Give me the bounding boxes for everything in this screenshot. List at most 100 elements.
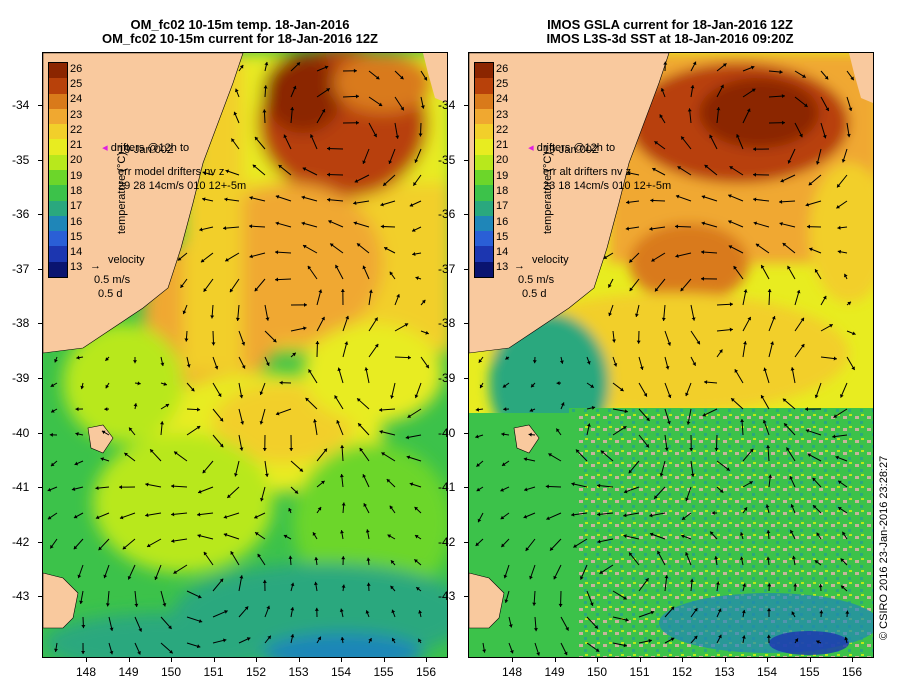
- current-vector-head: [597, 512, 601, 517]
- current-vector-head: [824, 75, 829, 80]
- current-vector-head: [339, 474, 344, 478]
- current-vector-head: [76, 355, 80, 360]
- current-vector-head: [355, 120, 359, 125]
- current-vector-head: [365, 610, 370, 614]
- colorbar-swatch: [49, 185, 67, 201]
- current-vector-head: [223, 226, 227, 231]
- latitude-tick-label: -35: [438, 152, 456, 167]
- current-vector-head: [808, 181, 813, 186]
- current-vector-head: [661, 317, 666, 321]
- current-vector-head: [597, 539, 601, 544]
- current-vector-head: [105, 603, 110, 607]
- current-vector-head: [362, 160, 367, 164]
- current-vector-head: [650, 610, 655, 615]
- current-vector-head: [786, 447, 790, 452]
- current-vector-head: [252, 164, 257, 169]
- colorbar-tick-label: 13: [496, 261, 509, 274]
- current-vector-head: [814, 560, 819, 564]
- current-vector-head: [105, 384, 110, 389]
- current-vector-head: [805, 202, 810, 207]
- current-vector-head: [81, 650, 86, 654]
- current-vector-head: [288, 508, 292, 512]
- longitude-tick-mark: [171, 657, 172, 662]
- right-title-line1: IMOS GSLA current for 18-Jan-2016 12Z: [547, 17, 793, 32]
- colorbar-tick-label: 13: [70, 261, 83, 274]
- current-vector-head: [675, 194, 680, 199]
- current-vector-head: [395, 135, 400, 139]
- colorbar-swatch: [475, 185, 493, 201]
- current-vector-head: [103, 574, 108, 579]
- current-vector-head: [265, 362, 270, 366]
- colorbar-tick-label: 20: [496, 154, 509, 167]
- colorbar-tick-label: 14: [70, 246, 83, 259]
- current-vector-head: [418, 638, 422, 643]
- current-vector-head: [210, 315, 215, 319]
- current-vector-head: [219, 417, 224, 422]
- longitude-tick-mark: [597, 657, 598, 662]
- left-err-values: 29 28 14cm/s 010 12+-5m: [118, 180, 247, 192]
- current-vector-head: [223, 514, 228, 519]
- current-vector-head: [770, 341, 775, 345]
- current-vector-head: [625, 226, 630, 231]
- current-vector-head: [768, 474, 773, 478]
- current-vector-head: [753, 197, 757, 202]
- current-vector-head: [379, 407, 383, 412]
- left-title-line1: OM_fc02 10-15m temp. 18-Jan-2016: [130, 17, 350, 32]
- current-vector-head: [75, 407, 79, 412]
- current-vector-head: [341, 584, 346, 588]
- current-vector-head: [648, 638, 652, 643]
- colorbar-tick-label: 18: [496, 184, 509, 197]
- current-vector-head: [391, 609, 396, 614]
- current-vector-head: [202, 469, 207, 474]
- current-vector-head: [597, 483, 601, 488]
- current-vector-head: [368, 638, 372, 642]
- colorbar-swatch: [475, 78, 493, 94]
- current-vector-head: [262, 109, 267, 113]
- current-vector-head: [80, 385, 85, 390]
- right-velocity-label: velocity: [532, 254, 569, 266]
- current-vector-head: [501, 432, 505, 437]
- longitude-tick-label: 152: [246, 665, 267, 679]
- colorbar-tick-label: 15: [496, 230, 509, 243]
- latitude-tick-label: -40: [438, 425, 456, 440]
- current-vector-head: [613, 362, 618, 367]
- current-vector-head: [321, 316, 325, 321]
- colorbar-tick-label: 21: [70, 139, 83, 152]
- current-vector-head: [255, 532, 259, 536]
- current-vector-head: [529, 408, 534, 412]
- current-vector-head: [239, 575, 244, 579]
- current-vector-head: [363, 503, 368, 507]
- current-vector-head: [763, 367, 768, 372]
- current-vector-head: [198, 619, 203, 623]
- current-vector-head: [523, 457, 528, 462]
- right-drifters-label: ◂ drifters @12h to: [528, 142, 616, 154]
- current-vector-head: [850, 76, 854, 81]
- current-vector-head: [711, 510, 715, 515]
- current-vector-head: [109, 650, 114, 655]
- current-vector-head: [154, 576, 159, 580]
- current-vector-head: [693, 635, 698, 640]
- longitude-tick-mark: [426, 657, 427, 662]
- current-vector-head: [145, 513, 149, 518]
- longitude-tick-label: 150: [161, 665, 182, 679]
- current-vector-head: [414, 559, 418, 563]
- current-vector-head: [380, 202, 384, 207]
- current-vector-head: [654, 287, 659, 292]
- current-vector-head: [816, 532, 821, 537]
- current-vector-head: [766, 445, 771, 449]
- current-vector-head: [275, 250, 279, 255]
- current-vector-head: [670, 606, 675, 611]
- current-vector-head: [171, 484, 175, 489]
- longitude-tick-mark: [852, 657, 853, 662]
- current-vector-head: [802, 74, 806, 78]
- longitude-tick-label: 153: [288, 665, 309, 679]
- current-vector-head: [400, 106, 404, 111]
- current-vector-head: [246, 637, 251, 641]
- colorbar-tick-label: 24: [496, 93, 509, 106]
- current-vector-head: [765, 504, 770, 508]
- current-vector-head: [649, 532, 654, 537]
- current-vector-head: [353, 221, 358, 226]
- current-vector-head: [833, 356, 837, 361]
- current-vector-head: [50, 462, 55, 467]
- current-vector-head: [701, 195, 706, 199]
